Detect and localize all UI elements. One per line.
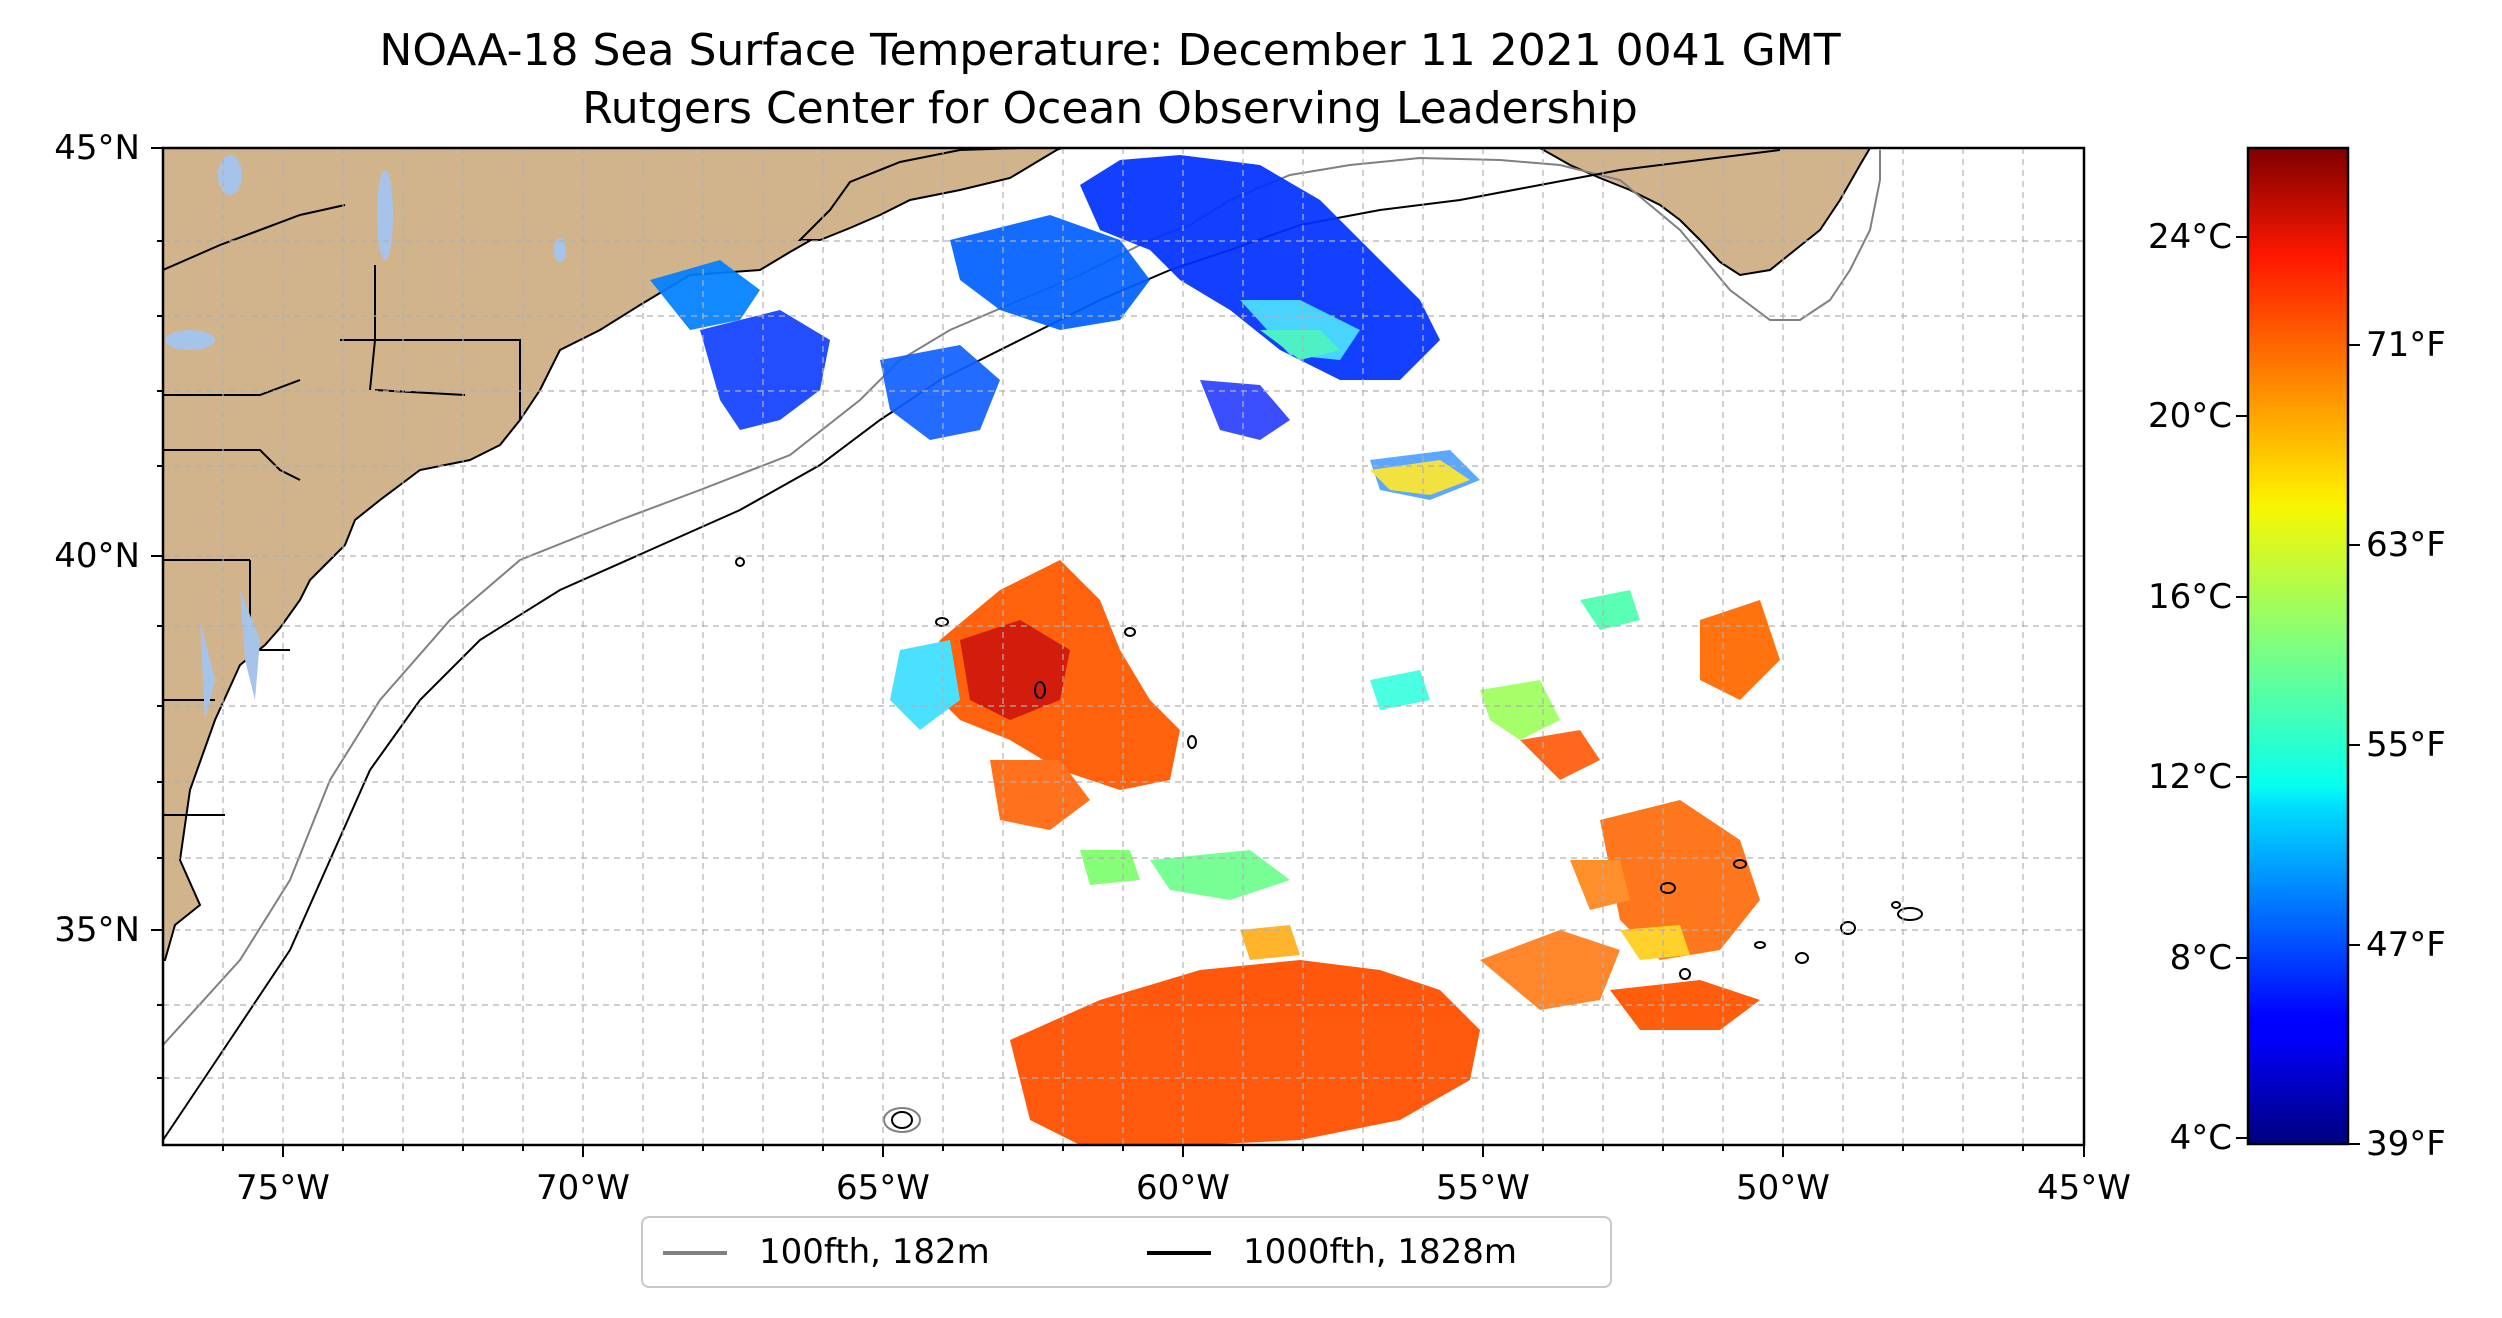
colorbar (2246, 146, 2350, 1146)
cbar-c-8: 8°C (2169, 938, 2232, 978)
nova-scotia-land (797, 148, 1062, 241)
colorbar-ticks (2236, 236, 2360, 1145)
cbar-c-12: 12°C (2147, 757, 2232, 797)
cbar-f-39: 39°F (2366, 1124, 2446, 1164)
legend: 100fth, 182m 1000fth, 1828m (641, 1216, 1612, 1288)
cbar-f-63: 63°F (2366, 525, 2446, 565)
cbar-f-47: 47°F (2366, 925, 2446, 965)
cbar-f-71: 71°F (2366, 325, 2446, 365)
lon-label-55w: 55°W (1436, 1168, 1530, 1208)
axis-ticks (151, 147, 2085, 1157)
lon-label-50w: 50°W (1736, 1168, 1830, 1208)
newfoundland-land (1537, 148, 1872, 277)
chart-subtitle: Rutgers Center for Ocean Observing Leade… (582, 83, 1638, 134)
cbar-c-16: 16°C (2147, 577, 2232, 617)
chart-title: NOAA-18 Sea Surface Temperature: Decembe… (379, 25, 1841, 76)
cbar-f-55: 55°F (2366, 725, 2446, 765)
lat-label-45: 45°N (54, 128, 140, 168)
cbar-c-20: 20°C (2147, 396, 2232, 436)
lat-label-40: 40°N (54, 536, 140, 576)
seamounts (735, 557, 1923, 1133)
map-panel (163, 148, 2084, 1145)
legend-label-1000fth: 1000fth, 1828m (1243, 1232, 1518, 1272)
cbar-c-24: 24°C (2147, 217, 2232, 257)
lon-label-65w: 65°W (836, 1168, 930, 1208)
lon-label-60w: 60°W (1136, 1168, 1230, 1208)
lon-label-45w: 45°W (2037, 1168, 2131, 1208)
legend-swatch-100fth (663, 1251, 727, 1255)
lon-label-70w: 70°W (536, 1168, 630, 1208)
legend-label-100fth: 100fth, 182m (759, 1232, 990, 1272)
cbar-c-4: 4°C (2169, 1118, 2232, 1158)
lat-label-35: 35°N (54, 910, 140, 950)
legend-swatch-1000fth (1147, 1251, 1211, 1255)
gridlines (163, 148, 2084, 1145)
sst-cold-patches (650, 155, 1480, 500)
inland-water (165, 155, 566, 720)
lon-label-75w: 75°W (236, 1168, 330, 1208)
